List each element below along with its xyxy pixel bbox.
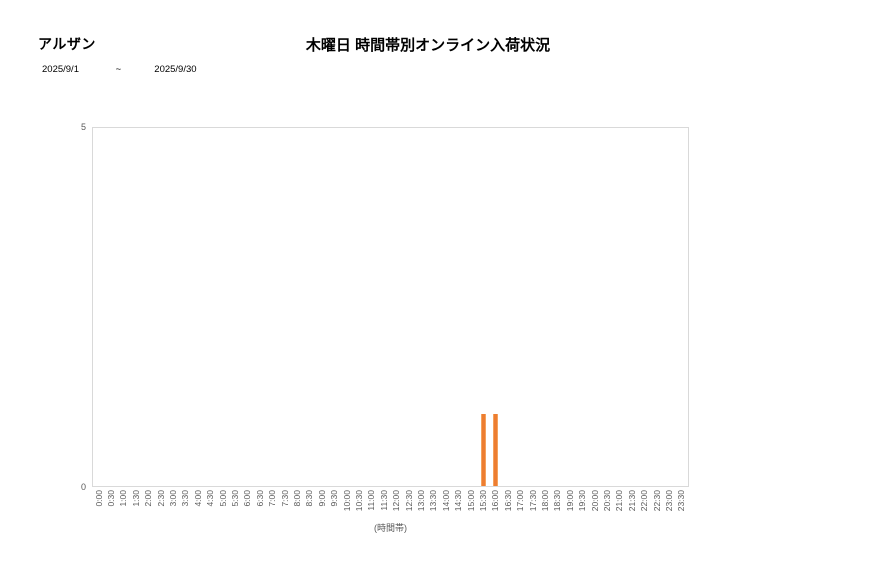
x-tick-label: 11:00 xyxy=(366,490,377,511)
x-tick-label: 23:00 xyxy=(663,490,674,512)
date-range: 2025/9/1 ~ 2025/9/30 xyxy=(42,64,197,75)
x-tick-label: 17:30 xyxy=(527,490,538,512)
y-tick-label: 5 xyxy=(80,122,86,132)
x-tick-label: 7:00 xyxy=(267,490,278,507)
x-tick-label: 16:00 xyxy=(490,490,501,512)
x-tick-label: 3:30 xyxy=(180,490,191,507)
x-tick-label: 12:00 xyxy=(391,490,402,512)
bar-15:30 xyxy=(480,414,486,486)
x-tick-label: 9:00 xyxy=(316,490,327,507)
x-tick-label: 14:00 xyxy=(440,490,451,512)
x-tick-label: 5:00 xyxy=(217,490,228,507)
report-name: アルザン xyxy=(38,36,96,52)
x-tick-label: 8:30 xyxy=(304,490,315,507)
x-tick-label: 20:30 xyxy=(601,490,612,512)
x-tick-label: 13:30 xyxy=(428,490,439,512)
x-tick-label: 6:00 xyxy=(242,490,253,507)
x-tick-label: 9:30 xyxy=(329,490,340,507)
x-tick-label: 11:30 xyxy=(378,490,389,511)
x-tick-label: 4:00 xyxy=(192,490,203,507)
x-tick-label: 3:00 xyxy=(168,490,179,507)
x-tick-label: 1:00 xyxy=(118,490,129,507)
x-tick-label: 20:00 xyxy=(589,490,600,512)
x-tick-label: 18:30 xyxy=(552,490,563,512)
x-tick-label: 13:00 xyxy=(415,490,426,512)
x-tick-label: 0:30 xyxy=(106,490,117,507)
x-tick-label: 1:30 xyxy=(130,490,141,507)
x-tick-label: 10:30 xyxy=(354,490,364,512)
x-tick-label: 21:00 xyxy=(614,490,625,512)
plot-area xyxy=(92,127,689,487)
x-tick-label: 14:30 xyxy=(453,490,464,512)
x-tick-label: 16:30 xyxy=(502,490,513,512)
x-tick-label: 12:30 xyxy=(403,490,414,512)
x-tick-label: 4:30 xyxy=(205,490,216,507)
x-tick-label: 18:00 xyxy=(539,490,550,512)
date-separator: ~ xyxy=(115,64,122,75)
bar-16:00 xyxy=(493,414,499,486)
x-tick-label: 15:30 xyxy=(477,490,488,512)
x-tick-label: 22:00 xyxy=(639,490,650,512)
x-tick-label: 8:00 xyxy=(292,490,303,507)
x-tick-label: 15:00 xyxy=(465,490,476,512)
x-tick-label: 19:30 xyxy=(577,490,588,512)
y-tick-label: 0 xyxy=(80,482,86,492)
x-tick-label: 7:30 xyxy=(279,490,290,507)
x-tick-label: 22:30 xyxy=(651,490,662,512)
x-tick-label: 10:00 xyxy=(341,490,352,512)
x-tick-label: 17:00 xyxy=(515,490,526,512)
date-from: 2025/9/1 xyxy=(42,64,79,75)
x-tick-label: 0:00 xyxy=(93,490,104,507)
x-tick-label: 19:00 xyxy=(564,490,575,512)
x-tick-label: 5:30 xyxy=(230,490,241,507)
x-axis-title: (時間帯) xyxy=(374,523,407,533)
chart-title: 木曜日 時間帯別オンライン入荷状況 xyxy=(305,37,551,54)
date-to: 2025/9/30 xyxy=(154,64,197,75)
x-tick-label: 2:00 xyxy=(143,490,154,507)
x-tick-label: 6:30 xyxy=(254,490,265,507)
x-tick-label: 23:30 xyxy=(676,490,687,512)
x-tick-label: 21:30 xyxy=(626,490,637,512)
x-tick-label: 2:30 xyxy=(155,490,166,507)
